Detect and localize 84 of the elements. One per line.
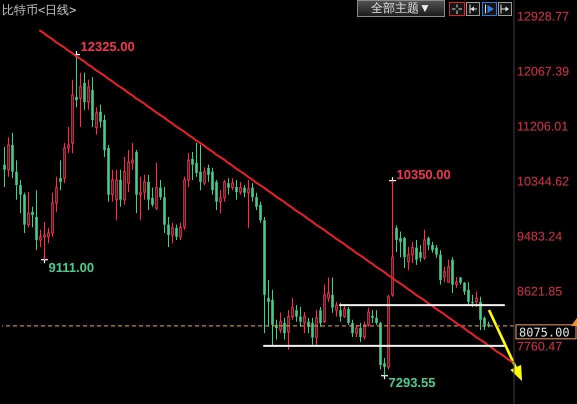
- candlestick: [111, 169, 114, 202]
- candlestick: [247, 179, 250, 228]
- candlestick: [347, 306, 350, 326]
- candlestick: [71, 79, 74, 154]
- candlestick: [431, 241, 434, 254]
- candlestick: [119, 169, 122, 208]
- candlestick: [419, 244, 422, 262]
- candlestick: [487, 321, 490, 328]
- candlestick: [115, 169, 118, 221]
- candlestick: [123, 156, 126, 206]
- candlestick: [143, 174, 146, 200]
- candlestick: [91, 76, 94, 128]
- candlestick: [35, 190, 38, 251]
- annotation: 全部主题▼: [357, 0, 445, 17]
- candlestick: [395, 224, 398, 253]
- candlestick: [83, 72, 86, 110]
- y-tick-label: 7760.47: [517, 339, 562, 354]
- candlestick: [375, 310, 378, 326]
- candlestick: [275, 319, 278, 340]
- candlestick: [479, 296, 482, 330]
- candlestick: [87, 79, 90, 110]
- candlestick: [371, 310, 374, 324]
- y-tick-label: 12067.39: [517, 64, 570, 78]
- candlestick: [235, 179, 238, 200]
- annotation: 12325.00: [80, 39, 135, 54]
- candlestick: [451, 256, 454, 294]
- candlestick: [191, 151, 194, 180]
- candlestick: [443, 266, 446, 283]
- candlestick: [295, 304, 298, 322]
- candlestick: [135, 149, 138, 214]
- candlestick: [31, 206, 34, 228]
- candlestick: [167, 216, 170, 248]
- candlestick: [263, 216, 266, 334]
- candlestick: [407, 246, 410, 270]
- candlestick: [359, 322, 362, 343]
- candlestick: [331, 277, 334, 314]
- candlestick: [3, 146, 6, 188]
- y-tick-label: 12928.77: [517, 9, 570, 24]
- candlestick: [227, 178, 230, 196]
- chart-title: 比特币<日线>: [2, 3, 76, 17]
- y-tick-label: 9483.24: [517, 229, 562, 244]
- candlestick: [23, 192, 26, 234]
- candlestick: [319, 306, 322, 328]
- y-tick-label: 11206.01: [517, 119, 568, 134]
- ref-line-label: 8075.00: [519, 325, 570, 340]
- annotation: 10350.00: [396, 167, 451, 182]
- candlestick: [243, 184, 246, 198]
- y-tick-label: 10344.62: [517, 174, 570, 188]
- candlestick: [199, 144, 202, 191]
- candlestick: [63, 142, 66, 184]
- candlestick: [267, 280, 270, 328]
- candlestick: [271, 289, 274, 348]
- candlestick: [311, 317, 314, 346]
- candlestick: [159, 179, 162, 200]
- candlestick: [15, 160, 18, 200]
- candlestick: [435, 244, 438, 258]
- y-tick-label: 8621.85: [517, 284, 562, 298]
- candlestick: [439, 250, 442, 286]
- candlestick: [399, 231, 402, 258]
- candlestick: [315, 310, 318, 346]
- candlestick: [39, 229, 42, 248]
- candlestick: [139, 176, 142, 221]
- candlestick: [175, 224, 178, 240]
- candlestick: [147, 174, 150, 210]
- candlestick: [7, 136, 10, 178]
- line-series: [39, 30, 513, 363]
- candlestick: [379, 321, 382, 370]
- candlestick: [59, 160, 62, 191]
- candlestick: [299, 306, 302, 328]
- candlestick: [415, 239, 418, 266]
- candlestick: [251, 182, 254, 202]
- candlestick: [455, 276, 458, 288]
- candlestick: [95, 106, 98, 136]
- candlestick: [171, 222, 174, 244]
- candlestick: [351, 319, 354, 338]
- candlestick: [259, 201, 262, 224]
- annotation: 7293.55: [388, 375, 436, 390]
- candlestick: [287, 310, 290, 350]
- candlestick: [11, 132, 14, 179]
- annotation: 9111.00: [48, 260, 94, 276]
- candlestick: [163, 186, 166, 234]
- candlestick: [283, 317, 286, 340]
- candlestick: [79, 72, 82, 128]
- candlestick: [19, 179, 22, 214]
